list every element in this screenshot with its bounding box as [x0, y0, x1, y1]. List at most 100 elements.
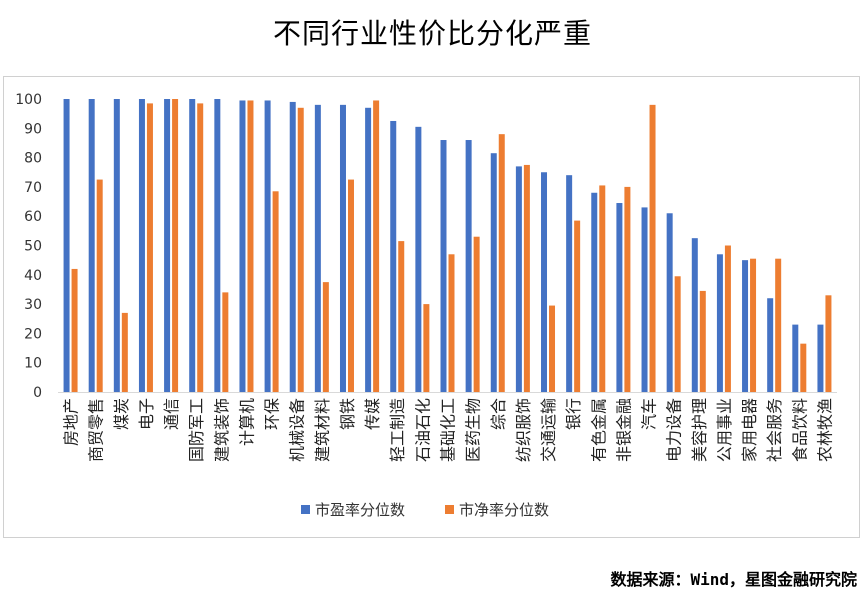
y-tick-label: 80 [24, 151, 42, 167]
bar-pe [616, 203, 623, 392]
bar-pb [373, 100, 380, 392]
bar-pe [264, 100, 271, 392]
bar-pe [792, 324, 799, 392]
bar-pe [817, 324, 824, 392]
bar-pb [800, 343, 807, 392]
y-tick-label: 100 [15, 92, 42, 108]
bar-pe [742, 260, 749, 392]
x-tick-label: 建筑材料 [313, 398, 332, 462]
x-tick-label: 公用事业 [715, 398, 734, 462]
bar-pb [750, 258, 757, 392]
bar-pb [599, 185, 606, 392]
bar-pb [322, 282, 329, 392]
x-tick-label: 交通运输 [539, 398, 558, 462]
bar-pe [541, 172, 548, 392]
bar-pb [699, 290, 706, 392]
bar-pe [440, 140, 447, 392]
bar-pe [465, 140, 472, 392]
legend-label: 市净率分位数 [459, 501, 549, 519]
x-tick-label: 石油石化 [413, 398, 432, 462]
legend-swatch [301, 505, 310, 514]
bar-pb [398, 241, 405, 392]
y-tick-label: 90 [24, 121, 42, 137]
x-tick-label: 综合 [489, 398, 508, 430]
bar-pb [724, 245, 731, 392]
bar-pb [574, 220, 581, 392]
bar-pb [197, 103, 204, 393]
x-tick-label: 环保 [263, 398, 282, 430]
x-tick-label: 农林牧渔 [815, 398, 834, 462]
y-tick-label: 10 [24, 356, 42, 372]
source-note: 数据来源：Wind，星图金融研究院 [610, 570, 857, 589]
bar-pb [775, 258, 782, 392]
bar-pb [649, 104, 656, 393]
bar-pb [172, 99, 179, 392]
bar-pe [289, 101, 296, 393]
bar-pe [415, 126, 422, 393]
x-tick-label: 房地产 [62, 398, 81, 446]
bar-pb [423, 304, 430, 392]
bar-pe [189, 99, 196, 392]
x-tick-label: 汽车 [640, 398, 659, 430]
x-tick-label: 医药生物 [464, 398, 483, 462]
y-tick-label: 60 [24, 209, 42, 225]
bar-pe [314, 104, 321, 393]
bar-pe [239, 100, 246, 392]
x-tick-label: 轻工制造 [388, 398, 407, 462]
bar-pe [390, 120, 397, 392]
bar-pb [272, 191, 279, 392]
y-tick-label: 20 [24, 326, 42, 342]
bar-pb [624, 186, 631, 392]
x-tick-label: 机械设备 [288, 398, 307, 462]
x-tick-label: 美容护理 [690, 398, 709, 462]
x-tick-label: 电子 [137, 398, 156, 430]
bar-pe [365, 107, 372, 392]
y-tick-label: 50 [24, 239, 42, 255]
bar-pe [641, 207, 648, 392]
bar-pb [347, 179, 354, 392]
x-tick-label: 煤炭 [112, 398, 131, 430]
bar-pb [146, 103, 153, 393]
chart-title: 不同行业性价比分化严重 [272, 17, 592, 50]
bar-pe [214, 99, 221, 392]
bar-pb [498, 134, 505, 392]
bar-pe [164, 99, 171, 392]
bar-pe [591, 192, 598, 392]
x-tick-label: 家用电器 [740, 398, 759, 462]
x-tick-label: 食品饮料 [790, 398, 809, 462]
bar-pb [297, 107, 304, 392]
x-tick-label: 非银金融 [614, 398, 633, 462]
bar-pb [825, 295, 832, 392]
bar-pe [63, 99, 70, 392]
bar-pb [549, 305, 556, 392]
legend-swatch [445, 505, 454, 514]
x-tick-label: 国防军工 [187, 398, 206, 462]
bar-pe [716, 254, 723, 392]
bar-pe [515, 166, 522, 392]
bar-pb [222, 292, 229, 392]
x-tick-label: 纺织服饰 [514, 398, 533, 462]
bar-pe [113, 99, 120, 392]
bar-pb [448, 254, 455, 392]
x-tick-label: 钢铁 [338, 398, 357, 430]
bar-pe [666, 213, 673, 392]
x-tick-label: 通信 [162, 398, 181, 430]
x-tick-label: 建筑装饰 [212, 398, 231, 462]
bar-pb [96, 179, 103, 392]
x-tick-label: 社会服务 [765, 398, 784, 462]
bar-pb [247, 100, 254, 392]
bar-pe [138, 99, 145, 392]
chart-frame [3, 76, 860, 538]
bar-pb [523, 164, 530, 392]
y-tick-label: 0 [33, 385, 42, 401]
x-tick-label: 电力设备 [665, 398, 684, 462]
y-tick-label: 40 [24, 268, 42, 284]
bar-pe [339, 104, 346, 393]
bar-pb [674, 276, 681, 392]
y-tick-label: 30 [24, 297, 42, 313]
bar-pb [473, 236, 480, 392]
bar-pb [121, 312, 128, 392]
legend-label: 市盈率分位数 [315, 501, 405, 519]
x-tick-label: 商贸零售 [87, 398, 106, 462]
bar-pb [71, 268, 78, 392]
